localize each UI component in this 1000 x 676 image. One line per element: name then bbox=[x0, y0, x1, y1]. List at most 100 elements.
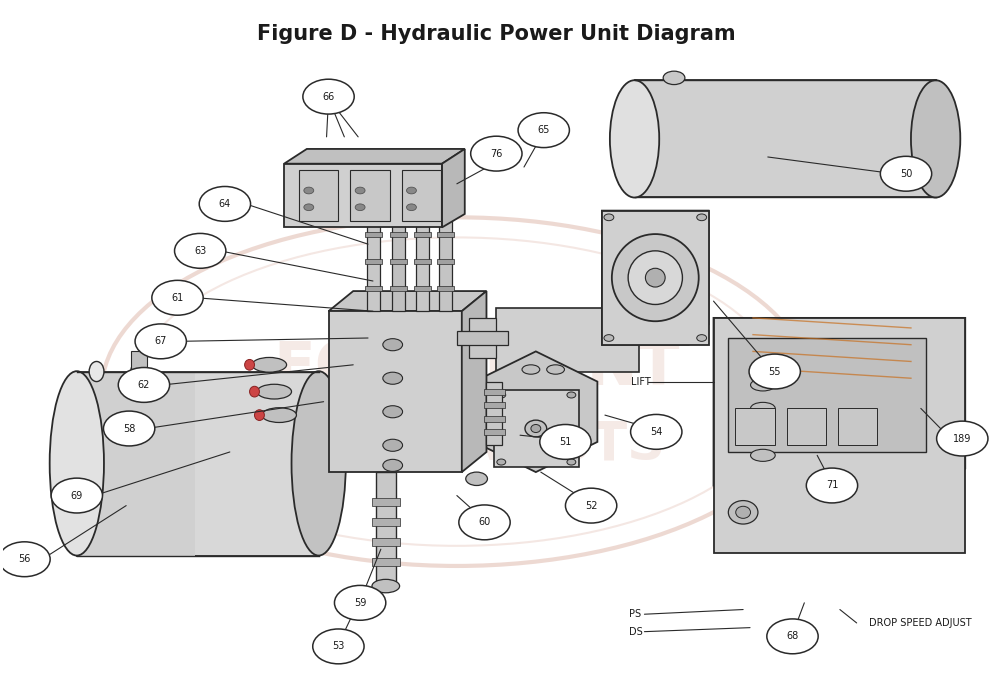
Text: DROP SPEED ADJUST: DROP SPEED ADJUST bbox=[869, 618, 971, 628]
Text: 68: 68 bbox=[786, 631, 799, 642]
Bar bbox=[735, 408, 775, 445]
Ellipse shape bbox=[415, 195, 429, 206]
Ellipse shape bbox=[663, 71, 685, 84]
Ellipse shape bbox=[525, 420, 547, 437]
Text: DS: DS bbox=[629, 627, 642, 637]
Circle shape bbox=[313, 629, 364, 664]
Bar bbox=[414, 232, 431, 237]
Text: 63: 63 bbox=[194, 246, 206, 256]
Text: PS: PS bbox=[629, 609, 641, 619]
Circle shape bbox=[334, 585, 386, 621]
Ellipse shape bbox=[911, 80, 960, 197]
Circle shape bbox=[880, 156, 932, 191]
Text: 67: 67 bbox=[155, 337, 167, 346]
Ellipse shape bbox=[697, 214, 707, 220]
Bar bbox=[838, 408, 877, 445]
Circle shape bbox=[767, 619, 818, 654]
Ellipse shape bbox=[252, 358, 287, 372]
Bar bbox=[457, 331, 508, 345]
Bar bbox=[365, 259, 382, 264]
Ellipse shape bbox=[366, 195, 380, 206]
Ellipse shape bbox=[697, 335, 707, 341]
Polygon shape bbox=[442, 149, 465, 227]
Circle shape bbox=[152, 281, 203, 315]
Bar bbox=[372, 558, 400, 566]
Text: 64: 64 bbox=[219, 199, 231, 209]
Ellipse shape bbox=[604, 335, 614, 341]
Ellipse shape bbox=[610, 80, 659, 197]
Bar bbox=[414, 259, 431, 264]
Circle shape bbox=[749, 354, 800, 389]
Text: 69: 69 bbox=[71, 491, 83, 500]
Bar bbox=[390, 232, 407, 237]
Bar bbox=[365, 232, 382, 237]
Ellipse shape bbox=[547, 365, 564, 375]
Ellipse shape bbox=[497, 392, 506, 398]
Ellipse shape bbox=[438, 195, 452, 206]
Text: 58: 58 bbox=[123, 423, 135, 433]
Circle shape bbox=[565, 488, 617, 523]
Bar bbox=[390, 259, 407, 264]
Bar bbox=[299, 170, 338, 220]
Ellipse shape bbox=[355, 204, 365, 211]
Ellipse shape bbox=[466, 472, 487, 485]
Ellipse shape bbox=[751, 450, 775, 461]
Ellipse shape bbox=[728, 501, 758, 524]
Polygon shape bbox=[462, 291, 486, 472]
Ellipse shape bbox=[355, 187, 365, 194]
Circle shape bbox=[51, 478, 102, 513]
Bar bbox=[484, 416, 505, 422]
FancyBboxPatch shape bbox=[494, 390, 579, 466]
Bar bbox=[376, 472, 396, 586]
Ellipse shape bbox=[407, 204, 416, 211]
Ellipse shape bbox=[383, 372, 403, 384]
Ellipse shape bbox=[372, 579, 400, 593]
Bar bbox=[77, 372, 319, 556]
Text: 189: 189 bbox=[953, 433, 971, 443]
Text: 59: 59 bbox=[354, 598, 366, 608]
Polygon shape bbox=[284, 164, 442, 227]
Ellipse shape bbox=[304, 204, 314, 211]
Bar bbox=[484, 389, 505, 395]
Ellipse shape bbox=[131, 363, 147, 377]
Bar bbox=[350, 170, 390, 220]
Text: 62: 62 bbox=[138, 380, 150, 390]
Ellipse shape bbox=[383, 439, 403, 452]
Bar bbox=[437, 286, 454, 291]
Bar bbox=[402, 170, 441, 220]
Ellipse shape bbox=[383, 406, 403, 418]
Bar bbox=[496, 308, 639, 372]
Ellipse shape bbox=[383, 460, 403, 471]
Circle shape bbox=[103, 411, 155, 446]
Text: 61: 61 bbox=[171, 293, 184, 303]
Text: SPECIALISTS: SPECIALISTS bbox=[288, 419, 665, 471]
Circle shape bbox=[806, 468, 858, 503]
Ellipse shape bbox=[254, 410, 264, 420]
Bar bbox=[439, 201, 452, 311]
Bar bbox=[486, 381, 502, 445]
Text: 60: 60 bbox=[478, 517, 491, 527]
Bar bbox=[390, 286, 407, 291]
Ellipse shape bbox=[604, 214, 614, 220]
Ellipse shape bbox=[391, 195, 405, 206]
Bar bbox=[77, 372, 195, 556]
Bar bbox=[635, 80, 936, 197]
Ellipse shape bbox=[645, 268, 665, 287]
Bar bbox=[372, 518, 400, 526]
Bar bbox=[602, 211, 709, 345]
Ellipse shape bbox=[50, 371, 104, 556]
Circle shape bbox=[459, 505, 510, 540]
Text: 53: 53 bbox=[332, 642, 345, 652]
Bar bbox=[367, 201, 380, 311]
Ellipse shape bbox=[567, 392, 576, 398]
Polygon shape bbox=[474, 352, 597, 472]
Text: 56: 56 bbox=[18, 554, 31, 564]
Circle shape bbox=[118, 368, 170, 402]
Text: 71: 71 bbox=[826, 481, 838, 491]
Circle shape bbox=[540, 425, 591, 460]
Bar bbox=[365, 286, 382, 291]
Bar bbox=[392, 201, 405, 311]
Ellipse shape bbox=[736, 506, 751, 518]
Ellipse shape bbox=[245, 360, 254, 370]
Circle shape bbox=[937, 421, 988, 456]
